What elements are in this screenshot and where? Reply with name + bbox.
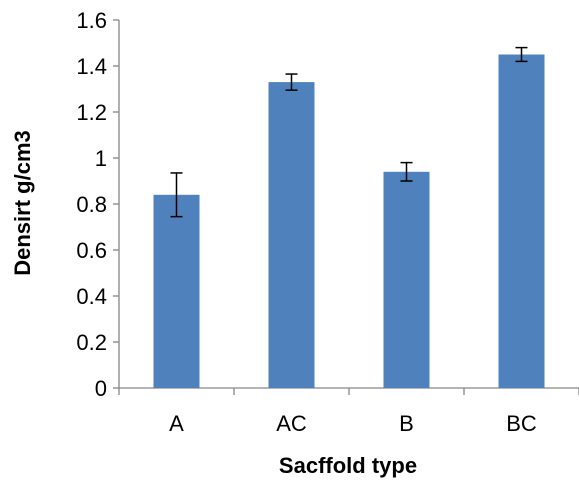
y-tick-label: 1 <box>95 146 107 171</box>
bar-a <box>153 194 200 388</box>
x-axis-title: Sacffold type <box>279 453 417 478</box>
plot-area: 0 0.2 0.4 0.6 0.8 1 1.2 1.4 1.6 A AC B BC <box>76 8 579 436</box>
y-tick-label: 0 <box>95 376 107 401</box>
y-tick-label: 0.2 <box>76 330 107 355</box>
y-tick-label: 1.4 <box>76 54 107 79</box>
x-tick-label: A <box>169 411 184 436</box>
bar-b <box>383 171 430 388</box>
y-tick-label: 1.2 <box>76 100 107 125</box>
y-tick-label: 0.8 <box>76 192 107 217</box>
x-tick-label: BC <box>506 411 537 436</box>
y-tick-label: 1.6 <box>76 8 107 33</box>
bar-ac <box>268 82 315 388</box>
x-tick-label: AC <box>276 411 307 436</box>
bar-bc <box>498 54 545 388</box>
y-tick-label: 0.6 <box>76 238 107 263</box>
x-tick-label: B <box>399 411 414 436</box>
y-axis-title: Densirt g/cm3 <box>10 130 35 276</box>
y-tick-label: 0.4 <box>76 284 107 309</box>
